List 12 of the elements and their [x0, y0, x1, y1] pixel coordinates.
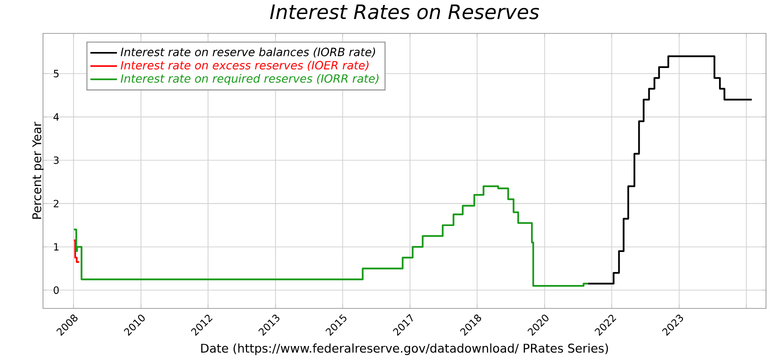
- y-tick-label: 0: [54, 286, 59, 294]
- x-axis-title: Date (https://www.federalreserve.gov/datadownload/ PRates Series): [201, 344, 608, 356]
- y-tick-label: 3: [54, 156, 59, 164]
- chart-title: Interest Rates on Reserves: [270, 4, 540, 20]
- legend-label: Interest rate on required reserves (IORR rate): [120, 74, 379, 86]
- y-tick-label: 5: [54, 70, 59, 78]
- legend-label: Interest rate on reserve balances (IORB rate): [120, 48, 376, 58]
- y-tick-label: 4: [54, 114, 59, 121]
- y-tick-label: 1: [54, 243, 58, 251]
- legend-label: Interest rate on excess reserves (IOER rate): [120, 60, 369, 72]
- y-tick-label: 2: [54, 200, 58, 208]
- y-axis-title: Percent per Year: [32, 122, 44, 219]
